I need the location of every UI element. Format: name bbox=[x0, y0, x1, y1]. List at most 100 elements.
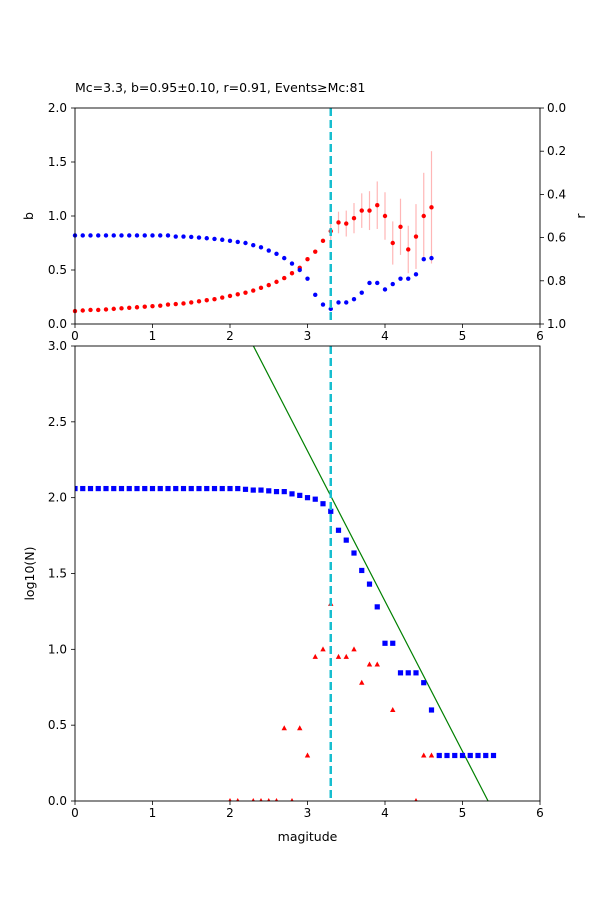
bottom-cumulative-point bbox=[258, 487, 264, 493]
top-r-point bbox=[359, 290, 364, 295]
top-r-point bbox=[390, 281, 395, 287]
top-b-point bbox=[406, 247, 411, 252]
top-r-point bbox=[150, 233, 155, 238]
top-b-point bbox=[181, 301, 186, 306]
top-y-right-axis-label: r bbox=[573, 213, 588, 219]
top-r-point bbox=[235, 239, 240, 245]
bottom-cumulative-point bbox=[297, 492, 303, 498]
top-b-point bbox=[336, 220, 341, 225]
top-b-point bbox=[80, 308, 85, 313]
bottom-noncumulative-point bbox=[290, 798, 294, 801]
top-b-point bbox=[111, 306, 116, 312]
bottom-noncumulative-point bbox=[259, 798, 263, 801]
bottom-cumulative-point bbox=[483, 752, 489, 759]
top-b-point bbox=[220, 295, 225, 300]
top-r-point bbox=[382, 287, 388, 292]
bottom-chart: 0 1 2 3 4 5 6 0.0 0.5 1.0 1.5 2.0 2.5 3.0 magitude log1… bbox=[22, 339, 544, 844]
top-b-point bbox=[359, 208, 364, 213]
bottom-y-tick-label: 3.0 bbox=[48, 339, 67, 353]
bottom-x-axis-label: magitude bbox=[278, 829, 338, 844]
bottom-cumulative-point bbox=[467, 752, 473, 759]
top-x-tick-label: 3 bbox=[304, 329, 312, 343]
top-r-point bbox=[88, 233, 93, 238]
bottom-x-tick-label: 6 bbox=[536, 806, 544, 820]
top-r-point bbox=[421, 257, 426, 262]
bottom-cumulative-point bbox=[374, 604, 380, 610]
top-r-point bbox=[111, 233, 116, 238]
bottom-cumulative-point bbox=[126, 485, 132, 492]
bottom-x-tick-label: 2 bbox=[226, 806, 234, 820]
bottom-noncumulative-point bbox=[297, 725, 303, 731]
bottom-cumulative-point bbox=[413, 670, 419, 676]
top-y-right-tick-label: 0.2 bbox=[547, 144, 566, 158]
bottom-cumulative-point bbox=[266, 488, 272, 494]
top-y-right-tick-label: 0.0 bbox=[547, 101, 566, 115]
bottom-cumulative-point bbox=[304, 495, 311, 501]
top-x-tick-label: 1 bbox=[149, 329, 157, 343]
bottom-y-tick-label: 2.5 bbox=[48, 415, 67, 429]
top-x-tick-label: 5 bbox=[459, 329, 467, 343]
bottom-cumulative-point bbox=[351, 550, 357, 556]
bottom-cumulative-point bbox=[328, 508, 334, 514]
bottom-y-tick-label: 1.0 bbox=[48, 642, 67, 656]
bottom-plot-area bbox=[75, 346, 497, 801]
top-r-point bbox=[127, 233, 132, 238]
bottom-y-tick-label: 2.0 bbox=[48, 491, 67, 505]
bottom-cumulative-point bbox=[335, 527, 342, 533]
bottom-cumulative-point bbox=[281, 489, 287, 495]
top-b-point bbox=[320, 238, 326, 244]
bottom-noncumulative-point bbox=[320, 646, 326, 652]
top-r-point bbox=[119, 233, 124, 238]
bottom-cumulative-point bbox=[235, 485, 241, 492]
bottom-noncumulative-point bbox=[236, 798, 240, 801]
bottom-noncumulative-point bbox=[421, 752, 427, 758]
top-r-point bbox=[413, 272, 419, 277]
top-r-point bbox=[212, 236, 217, 242]
top-y-tick-label: 0.0 bbox=[48, 317, 67, 331]
bottom-noncumulative-point bbox=[374, 661, 380, 667]
bottom-noncumulative-point bbox=[228, 798, 232, 801]
top-b-point bbox=[258, 285, 264, 291]
top-r-point bbox=[158, 233, 163, 238]
bottom-noncumulative-point bbox=[428, 752, 435, 758]
bottom-cumulative-point bbox=[421, 680, 427, 686]
bottom-noncumulative-point bbox=[351, 646, 357, 652]
top-b-point bbox=[150, 303, 155, 309]
top-x-tick-label: 6 bbox=[536, 329, 544, 343]
bottom-cumulative-point bbox=[366, 581, 373, 587]
bottom-cumulative-point bbox=[211, 485, 218, 492]
bottom-y-tick-label: 0.5 bbox=[48, 718, 67, 732]
top-r-point bbox=[282, 255, 287, 261]
top-b-point bbox=[313, 249, 318, 254]
top-r-point bbox=[96, 233, 101, 238]
bottom-x-tick-label: 1 bbox=[149, 806, 157, 820]
top-b-point bbox=[204, 298, 209, 303]
top-x-tick-label: 0 bbox=[71, 329, 79, 343]
bottom-cumulative-point bbox=[87, 485, 94, 492]
top-b-point bbox=[235, 292, 240, 297]
bottom-x-tick-label: 3 bbox=[304, 806, 312, 820]
bottom-cumulative-point bbox=[359, 567, 365, 574]
top-b-point bbox=[421, 213, 426, 219]
top-b-point bbox=[274, 279, 279, 285]
top-y-axis-label: b bbox=[21, 212, 36, 220]
top-r-point bbox=[251, 242, 256, 248]
bottom-y-tick-label: 0.0 bbox=[48, 794, 67, 808]
bottom-cumulative-point bbox=[180, 485, 187, 492]
bottom-cumulative-point bbox=[405, 670, 411, 676]
bottom-cumulative-point bbox=[188, 485, 194, 492]
top-r-point bbox=[297, 267, 302, 273]
bottom-noncumulative-point bbox=[281, 725, 287, 731]
top-y-right-tick-label: 0.4 bbox=[547, 187, 566, 201]
bottom-noncumulative-point bbox=[304, 752, 311, 758]
top-b-point bbox=[212, 296, 217, 302]
bottom-cumulative-point bbox=[75, 485, 78, 492]
bottom-cumulative-point bbox=[390, 640, 396, 646]
top-b-point bbox=[243, 290, 248, 295]
bottom-cumulative-point bbox=[95, 485, 101, 492]
top-r-point bbox=[80, 233, 85, 238]
top-b-point bbox=[282, 275, 287, 281]
bottom-x-tick-label: 5 bbox=[459, 806, 467, 820]
bottom-fit-line bbox=[252, 346, 489, 801]
bottom-noncumulative-point bbox=[366, 661, 373, 667]
